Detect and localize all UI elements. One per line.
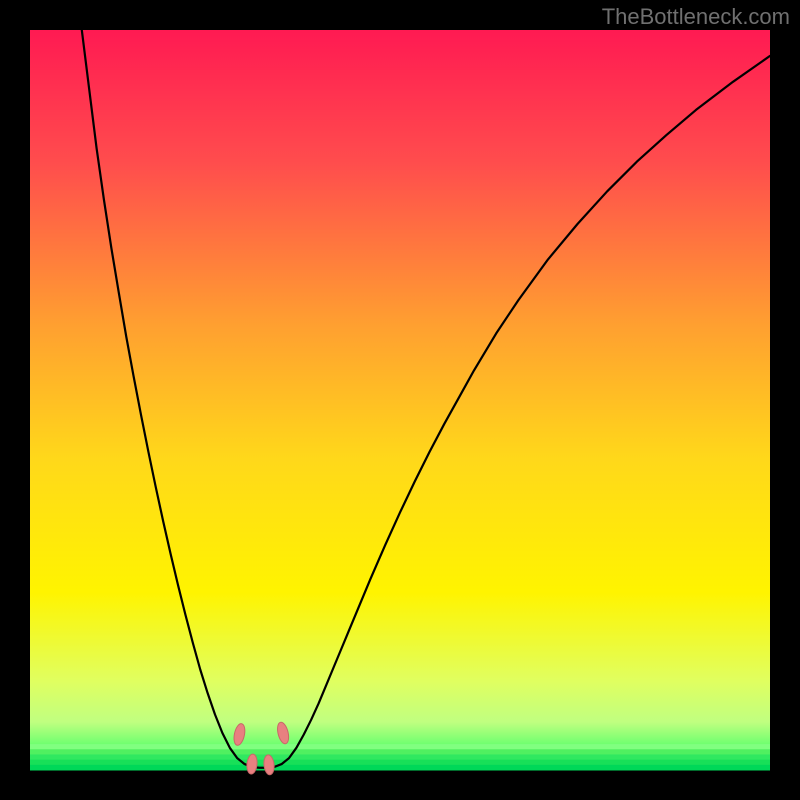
bottleneck-chart [0,0,800,800]
chart-container: TheBottleneck.com [0,0,800,800]
watermark-label: TheBottleneck.com [602,4,790,30]
